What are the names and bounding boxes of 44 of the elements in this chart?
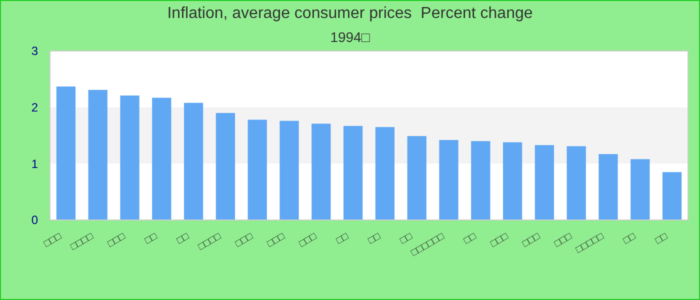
bar [502,142,522,220]
bar [88,90,108,220]
y-tick-label: 0 [31,213,38,228]
bar [280,120,299,220]
bar [662,172,682,220]
bar [56,86,76,220]
x-tick-label: □□□ [234,230,256,250]
bar [216,112,236,220]
x-tick-label: □□ [462,230,479,247]
bar [566,146,586,220]
bar [343,126,363,220]
y-tick-label: 2 [31,100,38,115]
chart-title: Inflation, average consumer prices Percent change [167,5,533,22]
bar [312,124,331,220]
x-tick-label: □□□ [520,230,543,250]
bar [439,140,458,220]
x-tick-label: □□□ [266,230,288,250]
x-tick-label: □□□ [42,230,64,250]
x-tick-label: □□□□ [68,230,96,253]
x-tick-label: □□ [654,230,670,247]
x-tick-label: □□ [143,230,160,247]
bar [471,141,490,220]
bar [152,98,172,220]
bar [375,127,395,220]
x-tick-label: □□ [175,230,192,247]
bar [407,136,426,220]
x-tick-label: □□ [334,230,352,247]
bar [184,102,204,220]
chart-subtitle: 1994□ [330,29,370,45]
x-tick-label: □□ [622,230,638,247]
y-tick-label: 3 [31,44,38,58]
x-tick-label: □□ [366,230,384,247]
x-tick-label: □□□ [488,230,511,250]
x-tick-label: □□□ [106,230,128,250]
x-tick-label: □□□ [297,230,320,250]
y-tick-label: 1 [31,156,38,171]
bar [120,96,140,220]
x-tick-label: □□□ [552,230,575,250]
bar [248,120,267,220]
x-tick-label: □□ [398,230,416,247]
bar [598,154,618,220]
bar [630,159,650,220]
bar [534,145,554,220]
x-tick-label: □□□□ [196,230,224,253]
